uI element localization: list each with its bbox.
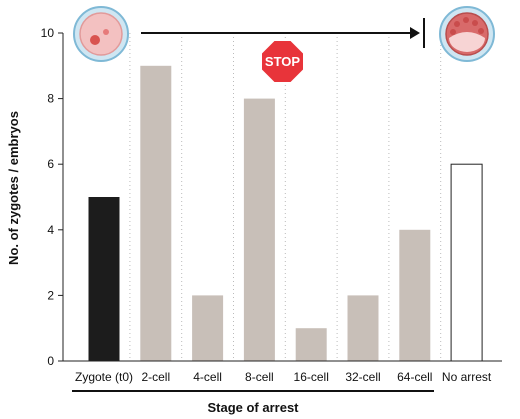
progression-arrow xyxy=(141,18,425,48)
bar-4-cell xyxy=(192,295,224,361)
bar-32-cell xyxy=(347,295,379,361)
bar-zygote-t0 xyxy=(88,197,120,361)
x-tick-label: 4-cell xyxy=(193,370,222,384)
y-tick-label: 10 xyxy=(41,26,55,40)
y-tick-label: 2 xyxy=(47,288,54,302)
x-tick-label: 8-cell xyxy=(245,370,274,384)
stop-sign-icon: STOP xyxy=(260,39,305,84)
x-tick-label: Zygote (t0) xyxy=(75,370,133,384)
y-tick-label: 0 xyxy=(47,354,54,368)
gridlines xyxy=(129,33,442,361)
x-tick-labels: Zygote (t0) 2-cell 4-cell 8-cell 16-cell 32-c… xyxy=(75,370,492,384)
bar-64-cell xyxy=(399,229,431,361)
y-tick-label: 6 xyxy=(47,157,54,171)
bar-8-cell xyxy=(243,98,275,361)
bar-2-cell xyxy=(140,65,172,362)
y-ticks: 0 2 4 6 8 10 xyxy=(41,26,63,368)
x-tick-label: No arrest xyxy=(442,370,492,384)
stop-sign-text: STOP xyxy=(265,54,300,69)
y-tick-label: 4 xyxy=(47,223,54,237)
x-tick-label: 32-cell xyxy=(345,370,380,384)
y-tick-label: 8 xyxy=(47,92,54,106)
zygote-icon xyxy=(73,6,129,62)
x-tick-label: 16-cell xyxy=(294,370,329,384)
y-axis-title: No. of zygotes / embryos xyxy=(6,111,21,265)
x-tick-label: 2-cell xyxy=(141,370,170,384)
blastocyst-icon xyxy=(439,6,495,62)
bars xyxy=(88,65,483,362)
bar-16-cell xyxy=(295,328,327,361)
x-tick-label: 64-cell xyxy=(397,370,432,384)
x-axis-title: Stage of arrest xyxy=(207,400,299,415)
bar-no-arrest xyxy=(450,163,483,362)
